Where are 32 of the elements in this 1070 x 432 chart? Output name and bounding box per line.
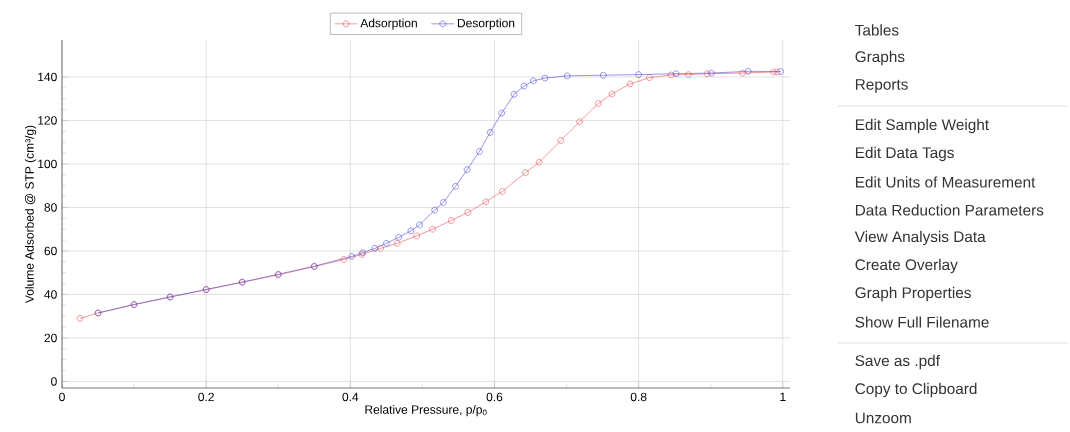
text: Copy to Clipboard — [855, 382, 977, 398]
x-tick-label: 0 — [59, 392, 65, 402]
x-tick-label: 0.8 — [630, 392, 647, 402]
text: Save as .pdf — [855, 354, 940, 370]
y-tick-label: 140 — [38, 72, 57, 82]
y-tick-label: 60 — [44, 246, 57, 256]
text: Show Full Filename — [855, 316, 989, 328]
legend-label: Desorption — [457, 18, 515, 30]
x-tick-label: 1 — [780, 392, 786, 401]
text: Tables — [855, 24, 899, 36]
x-tick-label: 0.2 — [198, 392, 214, 402]
x-tick-label: 0.6 — [486, 392, 503, 402]
text: Data Reduction Parameters — [855, 204, 1044, 216]
text: Edit Units of Measurement — [855, 176, 1036, 188]
y-tick-label: 80 — [44, 203, 57, 212]
y-tick-label: 0 — [51, 377, 57, 386]
text: Graphs — [855, 50, 905, 66]
text: Create Overlay — [855, 258, 958, 274]
x-tick-label: 0.4 — [342, 392, 359, 402]
text: Edit Sample Weight — [855, 118, 989, 134]
y-tick-label: 120 — [38, 116, 57, 125]
y-axis-title: Volume Adsorbed @ STP (cm³/g) — [24, 125, 37, 304]
text: Reports — [855, 79, 908, 93]
y-tick-label: 20 — [44, 333, 57, 343]
x-axis-title: Relative Pressure, p/p$_{0}$ — [365, 405, 487, 417]
y-tick-label: 100 — [38, 159, 57, 169]
text: Edit Data Tags — [855, 146, 954, 162]
text: Graph Properties — [855, 286, 971, 302]
legend-label: Adsorption — [360, 18, 417, 30]
y-tick-label: 40 — [44, 290, 57, 299]
text: View Analysis Data — [854, 230, 986, 246]
text: Unzoom — [855, 412, 911, 424]
